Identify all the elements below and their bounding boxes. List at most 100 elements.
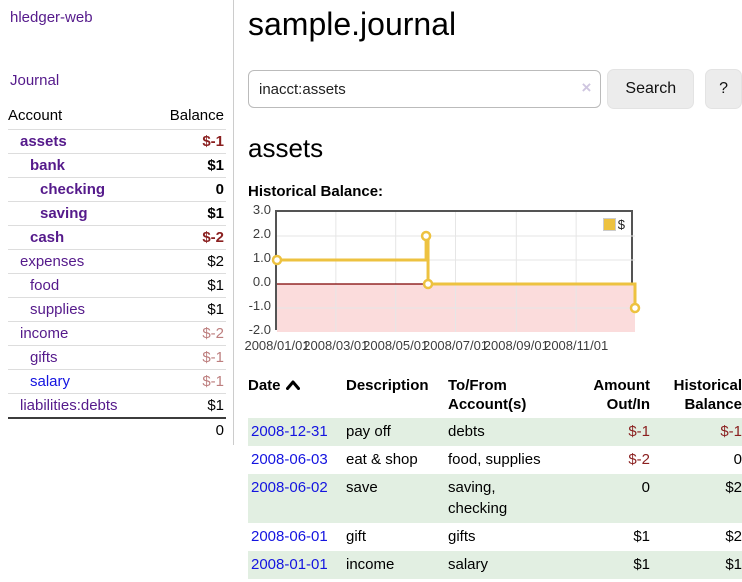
transaction-accounts: debts — [448, 423, 485, 440]
accounts-header-account: Account — [8, 107, 63, 124]
search-button[interactable]: Search — [607, 69, 695, 109]
account-link[interactable]: liabilities:debts — [20, 397, 118, 414]
transaction-balance: $-1 — [720, 423, 742, 440]
transaction-balance: $2 — [725, 528, 742, 545]
account-row: assets $-1 — [8, 129, 226, 154]
account-row: checking 0 — [8, 177, 226, 202]
clear-search-icon[interactable]: × — [581, 78, 592, 97]
account-link[interactable]: salary — [30, 373, 71, 390]
account-link[interactable]: assets — [20, 133, 67, 150]
main-content: sample.journal × Search ? assets Histori… — [244, 0, 742, 579]
transaction-date-link[interactable]: 2008-12-31 — [251, 423, 328, 440]
data-point-marker[interactable] — [629, 302, 641, 314]
accounts-total-value: 0 — [152, 417, 226, 442]
legend-label: $ — [617, 217, 625, 232]
register-header-date[interactable]: Date — [248, 374, 346, 418]
register-header-balance: Historical Balance — [673, 377, 742, 413]
account-balance: $1 — [152, 297, 226, 322]
x-axis-tick-label: 2008/01/01 — [244, 338, 310, 353]
account-row: liabilities:debts $1 — [8, 393, 226, 418]
transaction-row: 2008-01-01 income salary $1 $1 — [248, 551, 742, 579]
transaction-amount: $1 — [633, 556, 650, 573]
account-balance: 0 — [152, 177, 226, 202]
account-balance: $-1 — [152, 129, 226, 154]
transaction-row: 2008-12-31 pay off debts $-1 $-1 — [248, 418, 742, 446]
account-link[interactable]: food — [30, 277, 60, 294]
account-row: bank $1 — [8, 153, 226, 178]
account-link[interactable]: saving — [40, 205, 88, 222]
sidebar-item-journal[interactable]: Journal — [10, 72, 60, 89]
transaction-accounts: gifts — [448, 528, 476, 545]
sort-ascending-icon — [285, 376, 300, 395]
transaction-description: eat & shop — [346, 451, 418, 468]
account-link[interactable]: income — [20, 325, 69, 342]
account-link[interactable]: expenses — [20, 253, 85, 270]
search-input[interactable] — [248, 70, 602, 108]
account-heading: assets — [248, 133, 324, 163]
account-balance: $-1 — [152, 345, 226, 370]
transaction-amount: $1 — [633, 528, 650, 545]
register-header-accounts: To/From Account(s) — [448, 377, 527, 413]
accounts-table: Account Balance assets $-1 bank $1 checking 0… — [8, 104, 226, 442]
transaction-description: gift — [346, 528, 367, 545]
search-bar: × Search ? — [248, 69, 742, 109]
data-point-marker[interactable] — [271, 254, 283, 266]
sidebar: hledger-web Journal Account Balance asse… — [0, 0, 233, 582]
x-axis-tick-label: 2008/03/01 — [303, 338, 369, 353]
account-balance: $-1 — [152, 369, 226, 394]
transaction-amount: $-1 — [628, 423, 650, 440]
account-balance: $-2 — [152, 321, 226, 346]
account-link[interactable]: cash — [30, 229, 65, 246]
account-balance: $1 — [152, 273, 226, 298]
chart-title: Historical Balance: — [248, 183, 384, 200]
x-axis-tick-label: 2008/05/01 — [363, 338, 429, 353]
account-link[interactable]: supplies — [30, 301, 86, 318]
data-point-marker[interactable] — [420, 230, 432, 242]
y-axis-tick-label: -2.0 — [248, 322, 271, 337]
transaction-amount: 0 — [641, 479, 650, 496]
account-row: expenses $2 — [8, 249, 226, 274]
transaction-date-link[interactable]: 2008-06-03 — [251, 451, 328, 468]
y-axis-tick-label: 2.0 — [252, 226, 271, 241]
account-link[interactable]: checking — [40, 181, 106, 198]
account-row: food $1 — [8, 273, 226, 298]
sidebar-divider — [233, 0, 234, 445]
account-row: income $-2 — [8, 321, 226, 346]
transaction-balance: $1 — [725, 556, 742, 573]
y-axis-tick-label: 1.0 — [252, 250, 271, 265]
account-balance: $-2 — [152, 225, 226, 250]
register-table: Date Description To/From Account(s) Amou… — [248, 374, 742, 579]
transaction-accounts: salary — [448, 556, 489, 573]
account-row: saving $1 — [8, 201, 226, 226]
transaction-balance: $2 — [725, 479, 742, 496]
transaction-date-link[interactable]: 2008-06-02 — [251, 479, 328, 496]
account-row: gifts $-1 — [8, 345, 226, 370]
account-link[interactable]: bank — [30, 157, 66, 174]
y-axis-tick-label: -1.0 — [248, 298, 271, 313]
transaction-date-link[interactable]: 2008-01-01 — [251, 556, 328, 573]
register-header-amount: Amount Out/In — [593, 377, 650, 413]
accounts-header-balance: Balance — [169, 107, 224, 124]
account-row: supplies $1 — [8, 297, 226, 322]
account-balance: $2 — [152, 249, 226, 274]
legend-swatch — [602, 218, 616, 231]
account-link[interactable]: gifts — [30, 349, 58, 366]
app-title-link[interactable]: hledger-web — [10, 9, 93, 26]
transaction-row: 2008-06-01 gift gifts $1 $2 — [248, 523, 742, 551]
accounts-total-row: 0 — [8, 417, 226, 442]
transaction-row: 2008-06-03 eat & shop food, supplies $-2 0 — [248, 446, 742, 474]
page-title: sample.journal — [248, 6, 457, 42]
help-button[interactable]: ? — [705, 69, 742, 109]
transaction-amount: $-2 — [628, 451, 650, 468]
transaction-description: income — [346, 556, 395, 573]
historical-balance-chart: $ 3.0 2.0 1.0 0.0 -1.0 -2.0 2008/01/01 2008/03/… — [244, 202, 668, 358]
account-balance: $1 — [152, 201, 226, 226]
data-point-marker[interactable] — [422, 278, 434, 290]
account-balance: $1 — [152, 393, 226, 418]
transaction-row: 2008-06-02 save saving, checking 0 $2 — [248, 474, 742, 523]
transaction-date-link[interactable]: 2008-06-01 — [251, 528, 328, 545]
y-axis-tick-label: 0.0 — [252, 274, 271, 289]
account-row: cash $-2 — [8, 225, 226, 250]
transaction-accounts: saving, checking — [448, 479, 508, 517]
chart-plot-area[interactable]: $ — [271, 210, 641, 332]
